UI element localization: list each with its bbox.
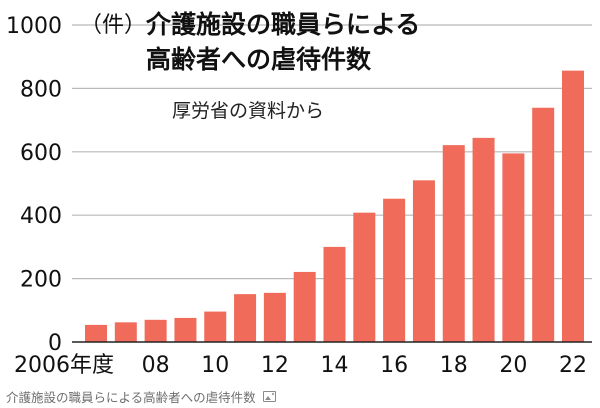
x-tick-label: 10 [201,353,229,378]
source-note: 厚労省の資料から [172,100,324,122]
y-tick-label: 0 [48,331,62,356]
bar-14 [323,246,346,342]
unit-label: （件） [80,13,146,38]
bar-10 [204,311,227,342]
bar-21 [532,107,555,342]
bar-17 [412,180,435,342]
bar-20 [502,153,525,342]
image-icon[interactable] [262,391,276,402]
caption-bar: 介護施設の職員らによる高齢者への虐待件数 [0,385,600,408]
y-tick-label: 200 [20,268,62,293]
bar-13 [293,271,316,342]
bar-15 [353,212,376,342]
bars [85,70,584,342]
y-tick-label: 1000 [6,14,62,39]
y-tick-label: 800 [20,77,62,102]
bar-chart: 0 200 400 600 800 1000 2006年度 08 10 12 14 16 18 20 22… [6,10,592,378]
x-tick-label: 08 [142,353,170,378]
x-tick-labels: 2006年度 08 10 12 14 16 18 20 22 [14,353,587,378]
x-tick-label: 16 [380,353,408,378]
x-tick-label: 12 [261,353,289,378]
bar-08 [144,319,167,342]
x-tick-label: 22 [559,353,587,378]
y-tick-label: 400 [20,204,62,229]
x-tick-label: 18 [440,353,468,378]
bar-09 [174,317,197,342]
x-tick-label: 14 [321,353,349,378]
bar-22 [562,70,584,342]
y-tick-labels: 0 200 400 600 800 1000 [6,14,62,356]
bar-12 [263,292,286,342]
bar-19 [472,137,495,342]
chart-title-line-1: 介護施設の職員らによる [145,10,420,39]
image-caption: 介護施設の職員らによる高齢者への虐待件数 [6,390,256,405]
bar-18 [442,145,465,342]
x-tick-label: 2006年度 [14,353,114,378]
y-tick-label: 600 [20,141,62,166]
bar-2006 [85,324,107,342]
bar-11 [234,294,257,342]
bar-07 [114,322,137,342]
bar-16 [383,198,406,342]
chart-title-line-2: 高齢者への虐待件数 [146,45,372,74]
x-tick-label: 20 [499,353,527,378]
